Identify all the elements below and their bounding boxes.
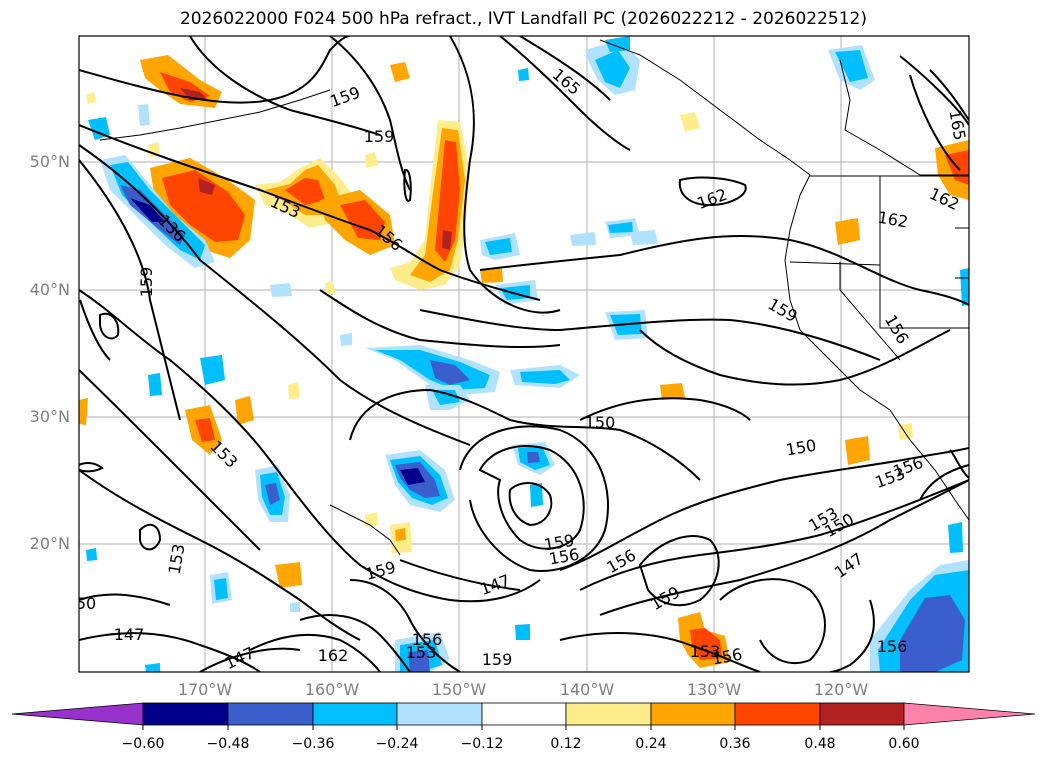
map-title: 2026022000 F024 500 hPa refract., IVT La…: [179, 9, 867, 29]
colorbar-tick-label: 0.48: [804, 736, 836, 752]
longitude-label: 170°W: [177, 680, 233, 699]
colorbar-tick-label: 0.60: [888, 736, 920, 752]
contour-label: 162: [318, 646, 349, 665]
contour-label: 159: [482, 650, 513, 669]
height-contours: [79, 36, 969, 672]
coastline: [99, 39, 969, 556]
colorbar-tick-label: −0.24: [375, 736, 419, 752]
latitude-label: 30°N: [29, 407, 70, 426]
colorbar-tick-label: 0.24: [635, 736, 667, 752]
positive-anomaly-shading: [79, 55, 969, 668]
contour-label: 159: [137, 267, 156, 298]
latitude-label: 20°N: [29, 534, 70, 553]
latitude-label: 40°N: [29, 280, 70, 299]
longitude-label: 120°W: [813, 680, 869, 699]
contour-label: 153: [406, 643, 437, 662]
colorbar: [11, 702, 1036, 730]
longitude-label: 130°W: [686, 680, 742, 699]
colorbar-tick-label: 0.12: [550, 736, 582, 752]
latitude-label: 50°N: [29, 152, 70, 171]
contour-label: 50: [76, 594, 96, 613]
longitude-label: 140°W: [559, 680, 615, 699]
colorbar-tick-label: 0.36: [719, 736, 751, 752]
gridlines: [79, 36, 969, 672]
contour-label: 150: [585, 413, 616, 432]
longitude-label: 160°W: [304, 680, 360, 699]
colorbar-tick-label: −0.48: [206, 736, 250, 752]
longitude-label: 150°W: [431, 680, 487, 699]
contour-label: 165: [945, 108, 969, 141]
colorbar-tick-label: −0.12: [460, 736, 504, 752]
map-frame-bg: [79, 36, 969, 672]
colorbar-tick-label: −0.36: [291, 736, 335, 752]
contour-label: 159: [364, 127, 395, 146]
contour-label: 147: [114, 625, 145, 644]
colorbar-tick-label: −0.60: [121, 736, 165, 752]
contour-label: 156: [877, 637, 908, 656]
map-border: [78, 35, 970, 673]
contour-label: 153: [690, 642, 721, 661]
contour-label: 156: [412, 630, 443, 649]
